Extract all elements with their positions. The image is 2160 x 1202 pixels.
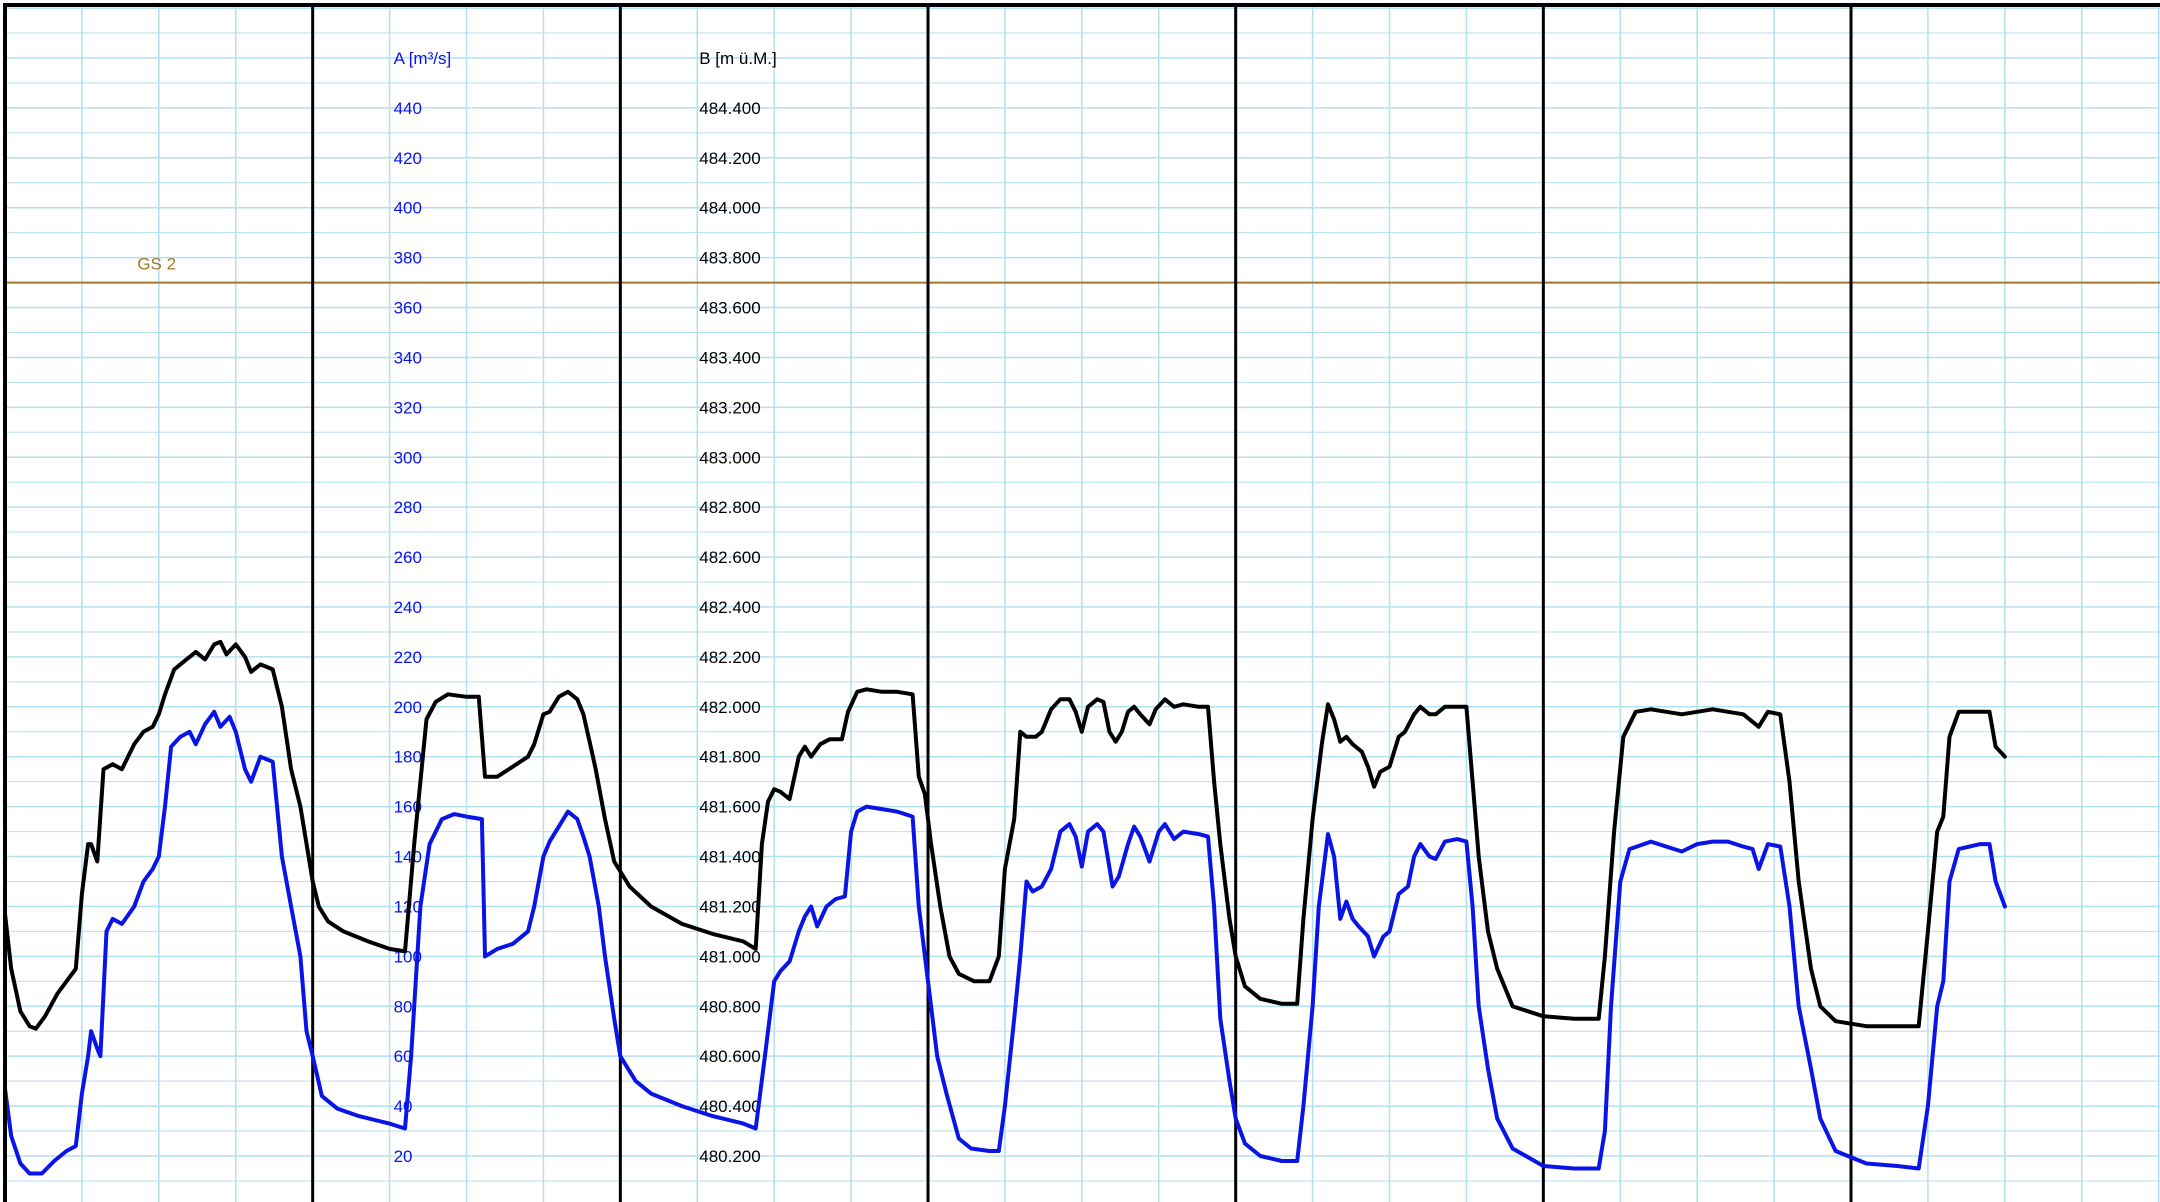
axis-b-tick-label: 483.400 xyxy=(699,348,760,367)
axis-a-tick-label: 80 xyxy=(394,997,413,1016)
axis-a-tick-label: 340 xyxy=(394,348,422,367)
axis-a-tick-label: 140 xyxy=(394,848,422,867)
axis-b-tick-label: 483.600 xyxy=(699,299,760,318)
series-a-line xyxy=(3,709,2007,1176)
axis-a-tick-label: 20 xyxy=(394,1147,413,1166)
axis-b-tick-label: 483.200 xyxy=(699,398,760,417)
axis-a-tick-label: 380 xyxy=(394,249,422,268)
axis-b-tick-label: 482.000 xyxy=(699,698,760,717)
reference-line-group: GS 2 xyxy=(5,255,2160,284)
axis-a-tick-label: 300 xyxy=(394,448,422,467)
axis-b-title: B [m ü.M.] xyxy=(699,49,776,68)
axis-a-tick-label: 420 xyxy=(394,149,422,168)
axis-a-tick-label: 400 xyxy=(394,199,422,218)
axis-a-tick-label: 160 xyxy=(394,798,422,817)
axis-b-tick-label: 483.000 xyxy=(699,448,760,467)
axis-b-tick-label: 480.200 xyxy=(699,1147,760,1166)
axis-b-tick-label: 481.200 xyxy=(699,897,760,916)
axis-b-tick-label: 481.400 xyxy=(699,848,760,867)
axis-b-tick-label: 483.800 xyxy=(699,249,760,268)
day-dividers xyxy=(311,5,1853,1202)
axis-a-tick-label: 320 xyxy=(394,398,422,417)
axis-b-tick-label: 484.000 xyxy=(699,199,760,218)
axis-a-tick-label: 200 xyxy=(394,698,422,717)
axis-b-tick-label: 481.800 xyxy=(699,748,760,767)
axis-a-tick-label: 440 xyxy=(394,99,422,118)
axis-a-tick-label: 180 xyxy=(394,748,422,767)
axis-b-tick-label: 484.200 xyxy=(699,149,760,168)
axis-b-ticks: B [m ü.M.] 480.200 480.400 480.600 480.800 4… xyxy=(699,49,776,1166)
axis-b-tick-label: 480.800 xyxy=(699,997,760,1016)
reference-line-label: GS 2 xyxy=(137,255,176,274)
axis-a-tick-label: 260 xyxy=(394,548,422,567)
axis-b-tick-label: 482.400 xyxy=(699,598,760,617)
axis-a-tick-label: 40 xyxy=(394,1097,413,1116)
axis-a-tick-label: 240 xyxy=(394,598,422,617)
axis-a-title: A [m³/s] xyxy=(394,49,452,68)
axis-b-tick-label: 481.000 xyxy=(699,947,760,966)
axis-a-tick-label: 60 xyxy=(394,1047,413,1066)
axis-b-tick-label: 482.600 xyxy=(699,548,760,567)
axis-b-tick-label: 480.600 xyxy=(699,1047,760,1066)
axis-b-tick-label: 482.800 xyxy=(699,498,760,517)
axis-a-tick-label: 220 xyxy=(394,648,422,667)
axis-b-tick-label: 484.400 xyxy=(699,99,760,118)
axis-a-ticks: A [m³/s] 2040608010012014016018020022024… xyxy=(394,49,452,1166)
series-b-line xyxy=(3,639,2007,1031)
axis-a-tick-label: 360 xyxy=(394,299,422,318)
series-lines xyxy=(3,639,2007,1176)
axis-b-tick-label: 482.200 xyxy=(699,648,760,667)
axis-a-tick-label: 280 xyxy=(394,498,422,517)
axis-b-tick-label: 481.600 xyxy=(699,798,760,817)
axis-b-tick-label: 480.400 xyxy=(699,1097,760,1116)
